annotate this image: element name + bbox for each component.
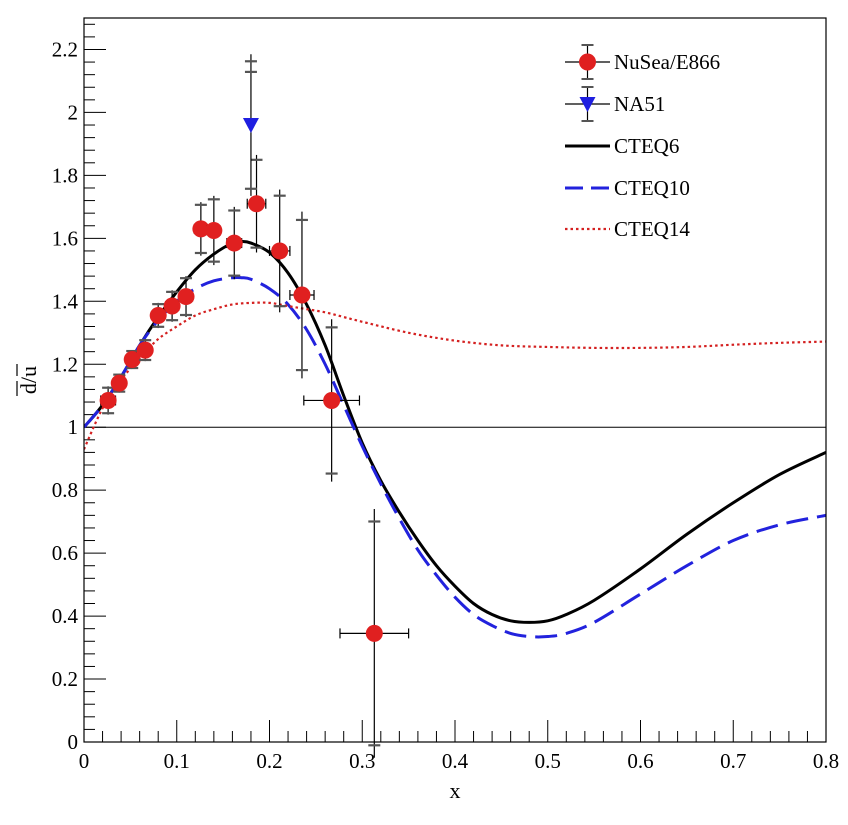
y-tick-label: 0 [68,730,79,754]
plot-frame [83,17,827,743]
nusea-marker [136,341,154,359]
y-tick-label: 0.2 [52,667,78,691]
nusea-point [268,189,291,313]
nusea-marker [271,242,289,260]
legend-label: CTEQ10 [614,176,690,200]
x-tick-label: 0.5 [535,749,561,773]
x-axis-title: x [450,778,461,803]
x-tick-label: 0 [79,749,90,773]
nusea-point [163,290,181,322]
legend-entry-cteq14: CTEQ14 [565,217,690,241]
nusea-point [99,386,117,415]
x-tick-label: 0.8 [813,749,839,773]
nusea-point [123,349,141,370]
nusea-point [289,211,315,379]
x-tick-label: 0.1 [164,749,190,773]
y-tick-label: 1.4 [52,289,79,313]
nusea-marker [123,351,141,369]
y-tick-label: 2 [68,100,79,124]
x-tick-label: 0.3 [349,749,375,773]
y-tick-label: 1 [68,415,79,439]
legend-entry-na51: NA51 [565,86,665,122]
legend-entry-cteq10: CTEQ10 [565,176,690,200]
y-tick-label: 1.2 [52,352,78,376]
nusea-marker [149,306,167,324]
legend-entry-cteq6: CTEQ6 [565,134,679,158]
x-tick-label: 0.6 [627,749,653,773]
y-tick-label: 0.6 [52,541,78,565]
x-tick-label: 0.7 [720,749,746,773]
nusea-marker [163,297,181,315]
legend-marker [579,97,596,112]
legend: NuSea/E866 NA51 CTEQ6 CTEQ10 CTEQ14 [565,44,720,241]
na51-point [242,54,259,196]
y-tick-label: 2.2 [52,37,78,61]
tick-labels: 0 0.1 0.2 0.3 0.4 0.5 0.6 0.7 0.8 0 0.2 0.4 0.6 0.8 1 1… [52,37,839,773]
x-tick-label: 0.2 [256,749,282,773]
nusea-point [225,206,243,280]
nusea-point [136,339,154,362]
legend-marker [579,53,596,71]
data-points [99,54,410,758]
y-tick-label: 0.4 [52,604,79,628]
y-tick-label: 1.6 [52,226,78,250]
nusea-marker [110,374,128,392]
y-tick-label: 1.8 [52,163,78,187]
nusea-point [177,276,195,318]
legend-entry-nusea-e866: NuSea/E866 [565,44,720,80]
nusea-point [246,154,267,253]
nusea-marker [205,221,223,239]
legend-label: NA51 [614,92,665,116]
legend-label: CTEQ6 [614,134,679,158]
y-axis-title: d/u [16,364,41,396]
nusea-marker [225,234,243,252]
na51-marker [242,118,259,134]
nusea-marker [323,391,341,409]
nusea-marker [293,286,311,304]
nusea-point [205,195,223,266]
y-tick-label: 0.8 [52,478,78,502]
nusea-point [339,509,410,758]
nusea-marker [177,288,195,306]
legend-label: NuSea/E866 [614,50,720,74]
nusea-point [110,373,128,393]
nusea-marker [99,391,117,409]
nusea-marker [365,624,383,642]
x-tick-label: 0.4 [442,749,469,773]
nusea-point [149,302,167,329]
axis-ticks [83,23,827,743]
legend-label: CTEQ14 [614,217,690,241]
y-axis-title-text: d/u [16,366,41,394]
nusea-marker [248,195,266,213]
nusea-marker [192,220,210,238]
nusea-point [303,319,361,482]
